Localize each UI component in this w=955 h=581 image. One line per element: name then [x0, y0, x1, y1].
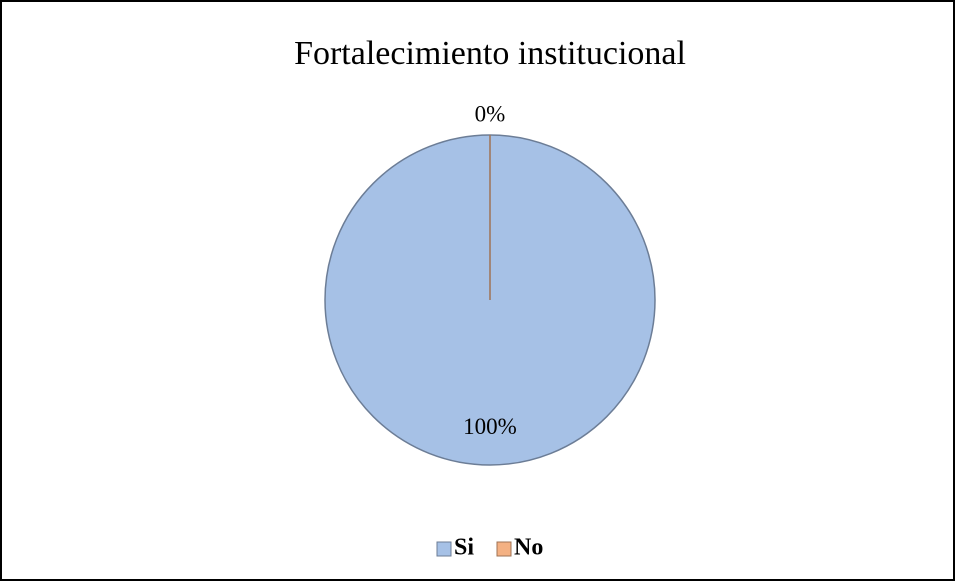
legend-label: No	[514, 535, 543, 561]
chart-title: Fortalecimiento institucional	[294, 35, 686, 72]
data-label: 0%	[475, 101, 506, 126]
legend-label: Si	[454, 535, 474, 561]
legend-swatch	[496, 541, 512, 557]
legend-swatch	[436, 541, 452, 557]
data-label: 100%	[463, 414, 517, 439]
